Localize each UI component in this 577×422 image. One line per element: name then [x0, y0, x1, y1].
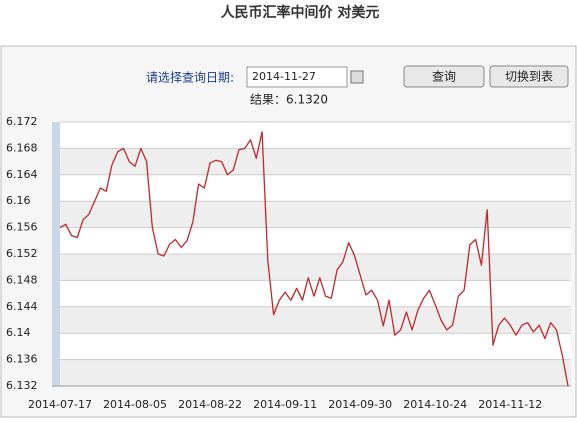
date-value: 2014-11-27	[252, 70, 316, 83]
y-tick-label: 6.144	[6, 300, 38, 313]
grid-band	[60, 174, 571, 202]
x-tick-label: 2014-08-05	[103, 398, 167, 411]
grid-band	[60, 254, 571, 281]
calendar-icon[interactable]	[350, 70, 364, 84]
grid-band	[60, 227, 571, 254]
x-tick-label: 2014-08-22	[178, 398, 242, 411]
y-tick-label: 6.148	[6, 273, 38, 286]
switch-button[interactable]	[489, 65, 569, 88]
grid-band	[60, 359, 571, 386]
date-label: 请选择查询日期:	[146, 71, 234, 85]
axis-strip	[52, 122, 60, 386]
grid-band	[60, 148, 571, 175]
y-tick-label: 6.172	[6, 115, 38, 128]
date-input[interactable]	[246, 66, 348, 88]
x-tick-label: 2014-07-17	[28, 398, 92, 411]
y-tick-label: 6.14	[6, 326, 31, 339]
result: 结果：6.1320	[250, 93, 328, 107]
y-tick-label: 6.164	[6, 168, 38, 181]
y-tick-label: 6.136	[6, 353, 38, 366]
x-tick-label: 2014-09-11	[253, 398, 317, 411]
y-tick-label: 6.168	[6, 141, 38, 154]
y-tick-label: 6.152	[6, 247, 38, 260]
x-tick-label: 2014-09-30	[328, 398, 392, 411]
y-tick-label: 6.156	[6, 221, 38, 234]
query-button[interactable]	[403, 65, 485, 88]
grid-band	[60, 201, 571, 228]
y-tick-label: 6.132	[6, 379, 38, 392]
x-tick-label: 2014-11-12	[478, 398, 542, 411]
x-tick-label: 2014-10-24	[403, 398, 467, 411]
y-tick-label: 6.16	[6, 194, 31, 207]
grid-band	[60, 306, 571, 334]
grid-band	[60, 333, 571, 360]
grid-band	[60, 122, 571, 149]
chart-title: 人民币汇率中间价 对美元	[221, 4, 380, 21]
button-label: 切换到表	[505, 70, 553, 84]
button-label: 查询	[432, 70, 456, 84]
line-series	[59, 131, 569, 387]
